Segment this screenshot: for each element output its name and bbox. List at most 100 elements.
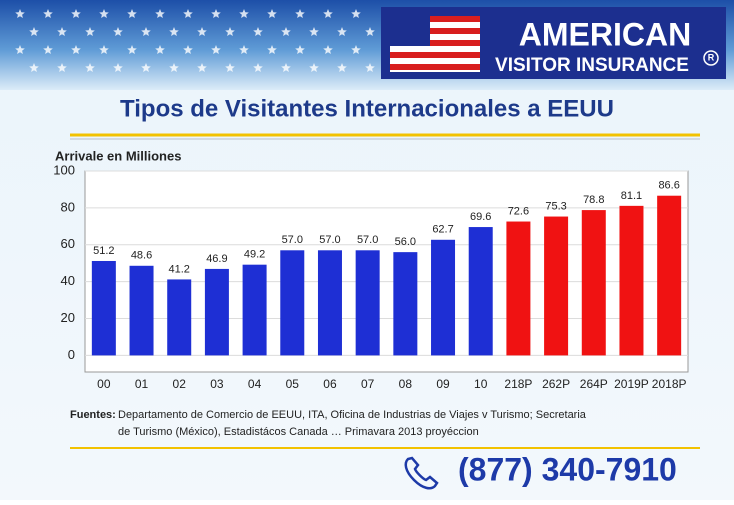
y-tick-label: 100 xyxy=(53,162,75,177)
x-tick-label: 2019P xyxy=(614,377,649,391)
star xyxy=(337,63,347,72)
star xyxy=(71,45,81,54)
star xyxy=(57,27,67,36)
bar xyxy=(581,210,606,356)
y-tick-label: 60 xyxy=(61,236,75,251)
flag-canton xyxy=(390,16,430,46)
chart-title: Tipos de Visitantes Internacionales a EE… xyxy=(120,95,614,122)
x-tick-label: 262P xyxy=(542,377,570,391)
star xyxy=(85,27,95,36)
star xyxy=(155,9,165,18)
star xyxy=(85,63,95,72)
value-label: 78.8 xyxy=(583,194,604,206)
star xyxy=(197,27,207,36)
star xyxy=(113,27,123,36)
x-tick-label: 218P xyxy=(504,377,532,391)
registered-mark xyxy=(703,50,719,66)
value-label: 48.6 xyxy=(131,250,152,262)
value-label: 49.2 xyxy=(244,249,265,261)
star xyxy=(43,45,53,54)
star xyxy=(225,27,235,36)
star xyxy=(15,45,25,54)
y-tick-label: 80 xyxy=(61,199,75,214)
star xyxy=(281,27,291,36)
x-tick-label: 00 xyxy=(97,377,111,391)
source-line: de Turismo (México), Estadistácos Canada… xyxy=(118,426,479,438)
star xyxy=(309,27,319,36)
star xyxy=(323,9,333,18)
bar xyxy=(355,250,380,356)
star xyxy=(29,27,39,36)
star xyxy=(183,9,193,18)
bar xyxy=(129,265,154,356)
star xyxy=(197,63,207,72)
x-tick-label: 08 xyxy=(399,377,413,391)
star xyxy=(365,63,375,72)
logo-subtitle: VISITOR INSURANCE xyxy=(495,55,689,76)
y-tick-label: 0 xyxy=(68,347,75,362)
value-label: 72.6 xyxy=(508,205,529,217)
bar xyxy=(280,250,305,356)
y-tick-label: 20 xyxy=(61,310,75,325)
value-label: 57.0 xyxy=(319,234,340,246)
star xyxy=(267,9,277,18)
bar xyxy=(242,264,267,356)
star xyxy=(15,9,25,18)
bar xyxy=(619,205,644,356)
flag-stripes xyxy=(390,16,480,70)
source-line: Departamento de Comercio de EEUU, ITA, O… xyxy=(118,409,587,421)
star xyxy=(211,9,221,18)
source-label: Fuentes: xyxy=(70,409,116,421)
bar xyxy=(431,239,456,356)
value-label: 69.6 xyxy=(470,211,491,223)
bar xyxy=(506,221,531,356)
bar xyxy=(544,216,569,356)
x-tick-label: 10 xyxy=(474,377,488,391)
x-tick-label: 02 xyxy=(173,377,187,391)
value-label: 57.0 xyxy=(357,234,378,246)
star xyxy=(169,63,179,72)
value-label: 56.0 xyxy=(395,236,416,248)
y-tick-label: 40 xyxy=(61,273,75,288)
x-tick-label: 2018P xyxy=(652,377,687,391)
value-label: 62.7 xyxy=(432,224,453,236)
star xyxy=(239,45,249,54)
registered-text: R xyxy=(708,52,715,62)
phone-icon xyxy=(404,456,439,490)
star xyxy=(267,45,277,54)
x-tick-label: 05 xyxy=(286,377,300,391)
star xyxy=(57,63,67,72)
stars xyxy=(15,9,375,72)
star xyxy=(351,45,361,54)
value-label: 86.6 xyxy=(658,180,679,192)
star xyxy=(295,9,305,18)
star xyxy=(43,9,53,18)
x-tick-label: 01 xyxy=(135,377,149,391)
logo-title: AMERICAN xyxy=(519,16,691,52)
star xyxy=(253,27,263,36)
bar xyxy=(167,279,192,356)
star xyxy=(71,9,81,18)
star xyxy=(365,27,375,36)
star xyxy=(295,45,305,54)
star xyxy=(99,9,109,18)
star xyxy=(169,27,179,36)
bar xyxy=(204,268,229,356)
x-tick-label: 04 xyxy=(248,377,262,391)
value-label: 75.3 xyxy=(545,200,566,212)
value-label: 81.1 xyxy=(621,190,642,202)
chart: 0 20 40 60 80 100 00 51.2 01 48.6 02 41.2 03 46.9 04 49… xyxy=(53,162,688,391)
star xyxy=(127,45,137,54)
star xyxy=(281,63,291,72)
star xyxy=(225,63,235,72)
bar xyxy=(91,260,116,356)
star xyxy=(253,63,263,72)
star xyxy=(323,45,333,54)
star xyxy=(141,27,151,36)
star xyxy=(309,63,319,72)
value-label: 46.9 xyxy=(206,253,227,265)
x-tick-label: 07 xyxy=(361,377,375,391)
star xyxy=(155,45,165,54)
phone-number[interactable]: (877) 340-7910 xyxy=(458,451,677,487)
bar xyxy=(317,250,342,356)
